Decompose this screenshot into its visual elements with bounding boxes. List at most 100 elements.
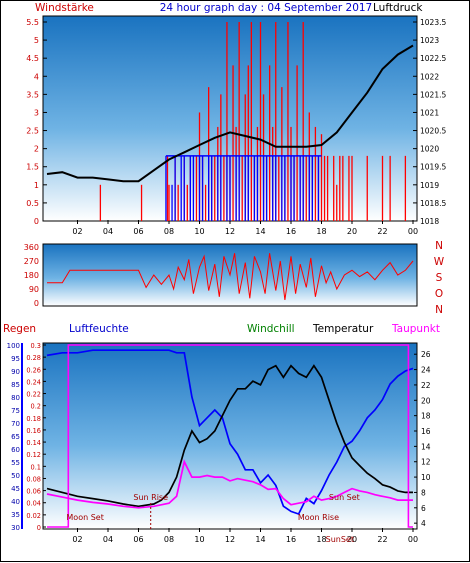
wind-y-tick-label: 3.5 [26, 90, 39, 99]
humidity-tick-label: 35 [11, 511, 20, 519]
temperatur-label: Temperatur [312, 323, 374, 335]
temp-tick-label: 18 [421, 412, 431, 421]
wind-x-tick-label: 20 [347, 227, 357, 236]
compass-label: S [436, 272, 443, 284]
wind-y-tick-label: 0.5 [26, 199, 39, 208]
taupunkt-label: Taupunkt [391, 323, 440, 335]
wind-x-tick-label: 06 [133, 227, 143, 236]
pressure-y-tick-label: 1018 [420, 217, 439, 226]
wind-y-tick-label: 0 [34, 217, 39, 226]
wind-x-tick-label: 16 [286, 227, 296, 236]
astro-annotation: Moon Set [66, 513, 103, 522]
temp-tick-label: 10 [421, 473, 431, 482]
astro-annotations: Sun Rise Moon Set Sun Set Moon Rise SunSet [66, 493, 359, 544]
temp-tick-label: 6 [421, 504, 426, 513]
astro-annotation: Sun Rise [133, 493, 168, 502]
temp-x-tick-label: 08 [164, 535, 174, 544]
temp-x-tick-label: 14 [255, 535, 265, 544]
wind-y-tick-label: 1 [34, 181, 39, 190]
temp-x-tick-label: 16 [286, 535, 296, 544]
pressure-y-tick-label: 1022.5 [420, 54, 446, 63]
humidity-tick-label: 60 [11, 446, 20, 454]
rain-tick-label: 0.24 [26, 378, 41, 386]
humidity-tick-label: 50 [11, 472, 20, 480]
wind-y-tick-label: 4.5 [26, 54, 39, 63]
compass-label: N [435, 240, 443, 252]
pressure-y-tick-label: 1022 [420, 72, 439, 81]
humidity-tick-label: 75 [11, 407, 20, 415]
direction-y-tick-label: 360 [24, 243, 39, 252]
temp-x-tick-label: 18 [316, 535, 326, 544]
rain-tick-label: 0.18 [26, 415, 41, 423]
wind-y-tick-label: 2 [34, 145, 39, 154]
rain-tick-label: 0.02 [26, 512, 41, 520]
humidity-temperature-plot [46, 344, 414, 528]
astro-annotation: Sun Set [329, 493, 360, 502]
temp-tick-label: 4 [421, 519, 426, 528]
pressure-y-tick-label: 1018.5 [420, 199, 446, 208]
wind-direction-plot [47, 253, 414, 300]
rain-tick-label: 0.28 [26, 354, 41, 362]
regen-label: Regen [3, 323, 36, 335]
compass-label: W [434, 256, 445, 268]
rain-tick-label: 0.04 [26, 500, 41, 508]
temperature-line [46, 364, 413, 508]
pressure-line [46, 44, 414, 183]
humidity-tick-label: 95 [11, 355, 20, 363]
humidity-tick-label: 70 [11, 420, 20, 428]
humidity-tick-label: 45 [11, 485, 20, 493]
rain-line [47, 344, 413, 528]
temp-tick-label: 12 [421, 458, 431, 467]
temp-x-tick-label: 10 [194, 535, 204, 544]
temp-tick-label: 8 [421, 488, 426, 497]
rain-tick-label: 0.1 [31, 463, 42, 471]
humidity-tick-label: 55 [11, 459, 20, 467]
humidity-tick-label: 85 [11, 381, 20, 389]
wind-x-tick-label: 02 [72, 227, 82, 236]
pressure-y-tick-label: 1023 [420, 36, 439, 45]
windstaerke-label: Windstärke [35, 2, 94, 14]
luftdruck-label: Luftdruck [373, 2, 423, 14]
wind-x-tick-label: 18 [316, 227, 326, 236]
humidity-temperature-panel [42, 342, 418, 530]
page-title: 24 hour graph day : 04 September 2017 [160, 2, 372, 14]
wind-y-tick-label: 5 [34, 36, 39, 45]
astro-annotation: SunSet [326, 535, 354, 544]
direction-y-tick-label: 180 [24, 271, 39, 280]
temp-x-tick-label: 00 [408, 535, 418, 544]
temp-tick-label: 16 [421, 427, 431, 436]
temp-tick-label: 26 [421, 350, 431, 359]
temp-x-tick-label: 20 [347, 535, 357, 544]
direction-y-tick-label: 270 [24, 257, 39, 266]
dewpoint-line [46, 459, 413, 509]
compass-label: N [435, 304, 443, 316]
wind-x-tick-label: 22 [377, 227, 387, 236]
compass-label: O [435, 288, 443, 300]
temp-x-tick-label: 22 [377, 535, 387, 544]
wind-direction-line [47, 253, 414, 300]
pressure-y-tick-label: 1019 [420, 181, 439, 190]
rain-tick-label: 0 [37, 524, 41, 532]
temp-x-tick-label: 02 [72, 535, 82, 544]
wind-y-tick-label: 5.5 [26, 18, 39, 27]
rain-tick-label: 0.16 [26, 427, 41, 435]
rain-tick-label: 0.3 [31, 342, 42, 350]
direction-y-tick-label: 90 [29, 285, 39, 294]
temp-tick-label: 22 [421, 381, 431, 390]
pressure-y-tick-label: 1020.5 [420, 127, 446, 136]
luftfeuchte-label: Luftfeuchte [69, 323, 129, 335]
windchill-label: Windchill [247, 323, 295, 335]
rain-tick-label: 0.14 [26, 439, 41, 447]
humidity-tick-label: 30 [11, 524, 20, 532]
pressure-y-tick-label: 1021 [420, 108, 439, 117]
wind-y-tick-label: 4 [34, 72, 39, 81]
temp-tick-label: 14 [421, 442, 431, 451]
temp-x-tick-label: 06 [133, 535, 143, 544]
humidity-temperature-axes: 303540455055606570758085909510000.020.04… [7, 342, 431, 544]
wind-x-tick-label: 14 [255, 227, 265, 236]
wind-x-tick-label: 08 [164, 227, 174, 236]
wind-pressure-axes: 00.511.522.533.544.555.510181018.5101910… [26, 18, 446, 236]
astro-annotation: Moon Rise [298, 513, 339, 522]
